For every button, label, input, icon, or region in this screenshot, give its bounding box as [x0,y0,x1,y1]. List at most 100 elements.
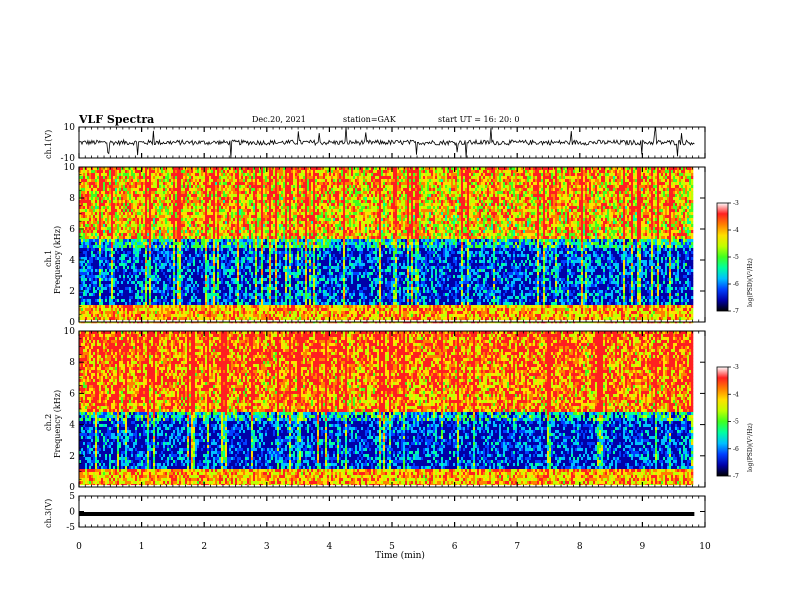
spectrogram-cell [125,173,128,177]
spectrogram-cell [585,200,588,204]
spectrogram-cell [451,200,454,204]
spectrogram-cell [263,200,266,204]
spectrogram-cell [271,200,274,204]
spectrogram-cell [239,203,242,207]
spectrogram-cell [495,206,498,210]
spectrogram-cell [659,191,662,195]
spectrogram-cell [499,191,502,195]
spectrogram-cell [353,182,356,186]
spectrogram-cell [569,167,572,171]
spectrogram-cell [605,188,608,192]
spectrogram-cell [501,179,504,183]
spectrogram-cell [325,182,328,186]
spectrogram-cell [633,203,636,207]
spectrogram-cell [657,191,660,195]
spectrogram-cell [101,173,104,177]
spectrogram-cell [347,194,350,198]
spectrogram-cell [189,212,192,216]
spectrogram-cell [377,203,380,207]
spectrogram-cell [207,197,210,201]
spectrogram-cell [227,170,230,174]
spectrogram-cell [111,188,114,192]
spectrogram-cell [639,167,642,171]
spectrogram-cell [305,170,308,174]
spectrogram-cell [551,167,554,171]
spectrogram-cell [369,176,372,180]
spectrogram-cell [603,206,606,210]
spectrogram-cell [209,173,212,177]
spectrogram-cell [669,197,672,201]
spectrogram-cell [547,179,550,183]
spectrogram-cell [161,212,164,216]
spectrogram-cell [129,197,132,201]
spectrogram-cell [501,191,504,195]
spectrogram-cell [611,191,614,195]
spectrogram-cell [269,173,272,177]
spectrogram-cell [407,173,410,177]
spectrogram-cell [511,197,514,201]
spectrogram-cell [265,179,268,183]
spectrogram-cell [137,215,140,219]
spectrogram-cell [409,206,412,210]
spectrogram-cell [381,191,384,195]
spectrogram-cell [419,185,422,189]
spectrogram-cell [613,200,616,204]
spectrogram-cell [395,206,398,210]
spectrogram-cell [515,176,518,180]
spectrogram-cell [309,191,312,195]
spectrogram-cell [543,176,546,180]
spectrogram-cell [475,194,478,198]
spectrogram-cell [233,182,236,186]
spectrogram-cell [575,173,578,177]
spectrogram-cell [403,209,406,213]
spectrogram-cell [247,185,250,189]
spectrogram-cell [225,173,228,177]
spectrogram-cell [683,179,686,183]
spectrogram-cell [429,182,432,186]
spectrogram-cell [443,176,446,180]
spectrogram-cell [367,179,370,183]
spectrogram-cell [259,212,262,216]
spectrogram-cell [633,206,636,210]
spectrogram-cell [173,194,176,198]
spectrogram-cell [535,185,538,189]
spectrogram-cell [297,188,300,192]
spectrogram-cell [475,185,478,189]
spectrogram-cell [517,206,520,210]
spectrogram-cell [291,209,294,213]
spectrogram-cell [619,194,622,198]
spectrogram-cell [535,194,538,198]
spectrogram-cell [287,176,290,180]
spectrogram-cell [657,170,660,174]
spectrogram-cell [313,197,316,201]
spectrogram-cell [523,200,526,204]
spectrogram-cell [683,176,686,180]
spectrogram-cell [631,203,634,207]
spectrogram-cell [681,167,684,171]
spectrogram-cell [587,200,590,204]
spectrogram-cell [361,185,364,189]
spectrogram-cell [269,170,272,174]
spectrogram-cell [91,209,94,213]
spectrogram-cell [289,182,292,186]
spectrogram-cell [677,173,680,177]
spectrogram-cell [311,182,314,186]
spectrogram-cell [315,185,318,189]
spectrogram-cell [223,179,226,183]
spectrogram-cell [359,185,362,189]
spectrogram-cell [637,200,640,204]
spectrogram-cell [183,170,186,174]
spectrogram-cell [471,197,474,201]
ch1-waveform-line [78,126,695,158]
spectrogram-cell [621,179,624,183]
spectrogram-cell [163,194,166,198]
spectrogram-cell [273,206,276,210]
spectrogram-cell [585,173,588,177]
spectrogram-cell [129,167,132,171]
spectrogram-cell [595,167,598,171]
spectrogram-cell [657,203,660,207]
spectrogram-cell [401,203,404,207]
spectrogram-cell [159,212,162,216]
spectrogram-cell [167,194,170,198]
